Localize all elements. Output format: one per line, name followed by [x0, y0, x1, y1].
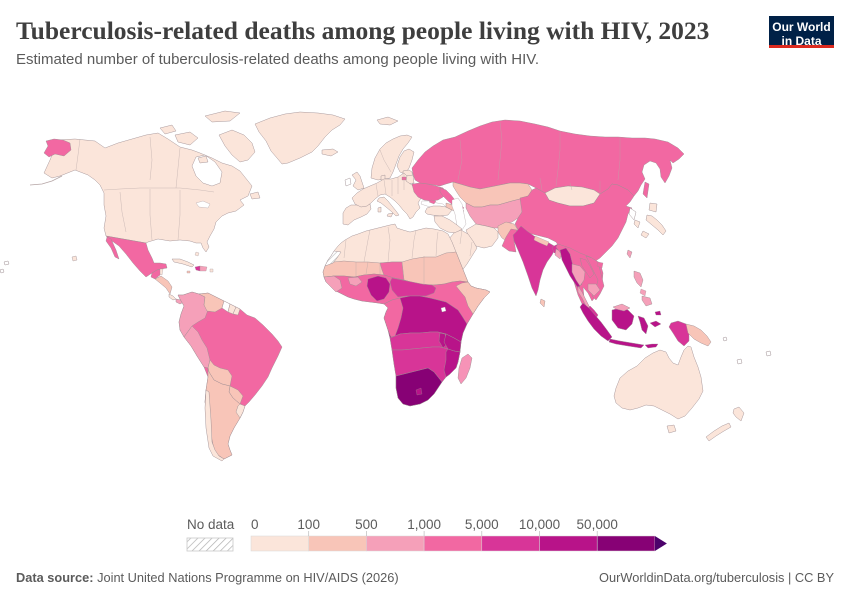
svg-text:500: 500 [355, 517, 378, 532]
svg-text:10,000: 10,000 [519, 517, 560, 532]
svg-text:100: 100 [297, 517, 320, 532]
svg-text:0: 0 [251, 517, 259, 532]
svg-text:50,000: 50,000 [577, 517, 618, 532]
svg-text:No data: No data [187, 517, 235, 532]
svg-text:5,000: 5,000 [465, 517, 499, 532]
svg-text:1,000: 1,000 [407, 517, 441, 532]
